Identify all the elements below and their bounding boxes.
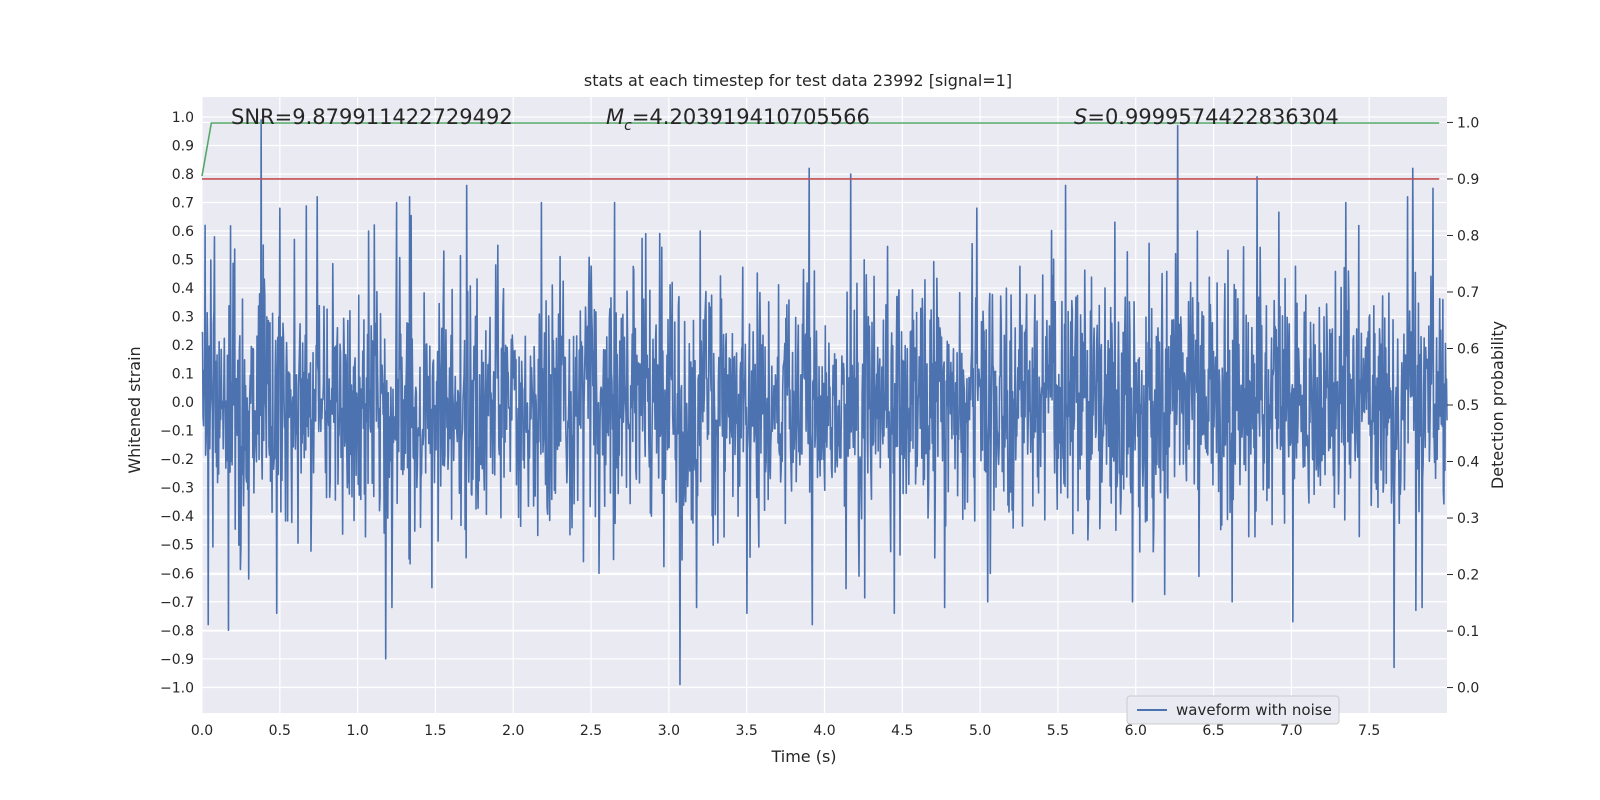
snr-annotation: SNR=9.879911422729492	[231, 105, 513, 129]
y-tick-label-left: 0.8	[172, 167, 194, 183]
detection-stat-symbol: S	[1074, 105, 1087, 129]
y-tick-label-left: 1.0	[172, 110, 194, 126]
y-tick-label-right: 0.0	[1457, 681, 1479, 697]
x-tick-label: 4.0	[813, 723, 835, 739]
y-tick-label-right: 0.2	[1457, 568, 1479, 584]
y-tick-label-left: 0.1	[172, 367, 194, 383]
y-tick-label-left: −0.3	[160, 481, 194, 497]
y-tick-label-left: −1.0	[160, 680, 194, 696]
y-tick-label-right: 1.0	[1457, 115, 1479, 131]
chirp-mass-symbol: M	[606, 105, 624, 129]
y-tick-label-left: −0.9	[160, 652, 194, 668]
chart-title: stats at each timestep for test data 239…	[584, 71, 1012, 90]
y-tick-label-right: 0.9	[1457, 172, 1479, 188]
detection-stat-annotation: S=0.9999574422836304	[1074, 105, 1339, 129]
y-axis-left-label: Whitened strain	[125, 346, 144, 473]
legend: waveform with noise	[1126, 695, 1340, 725]
chirp-mass-annotation: Mc=4.203919410705566	[606, 105, 870, 134]
legend-box	[1126, 695, 1340, 725]
x-axis-label: Time (s)	[770, 747, 836, 766]
y-tick-label-left: −0.6	[160, 566, 194, 582]
y-tick-label-left: −0.2	[160, 452, 194, 468]
x-tick-label: 1.5	[424, 723, 446, 739]
x-tick-label: 0.0	[191, 723, 213, 739]
x-tick-label: 3.5	[736, 723, 758, 739]
y-tick-label-left: 0.3	[172, 310, 194, 326]
x-tick-label: 5.5	[1047, 723, 1069, 739]
y-axis-right-label: Detection probability	[1488, 321, 1507, 489]
y-axis-right-ticks: 1.0 0.9 0.8 0.7 0.6 0.5 0.4 0.3 0.2 0.1 0.0	[1447, 115, 1479, 697]
legend-label: waveform with noise	[1176, 701, 1332, 719]
y-tick-label-left: 0.0	[172, 395, 194, 411]
waveform-series	[201, 119, 1448, 686]
waveform-line	[201, 119, 1448, 686]
x-tick-label: 6.0	[1125, 723, 1147, 739]
y-tick-label-left: 0.4	[172, 281, 194, 297]
x-tick-label: 4.5	[891, 723, 913, 739]
y-tick-label-left: 0.6	[172, 224, 194, 240]
probability-lines	[201, 122, 1440, 180]
y-tick-label-left: −0.1	[160, 424, 194, 440]
y-tick-label-right: 0.5	[1457, 398, 1479, 414]
y-tick-label-left: −0.4	[160, 509, 194, 525]
x-tick-label: 7.0	[1280, 723, 1302, 739]
x-tick-label: 7.5	[1358, 723, 1380, 739]
y-tick-label-left: 0.9	[172, 138, 194, 154]
y-axis-left-ticks: 1.0 0.9 0.8 0.7 0.6 0.5 0.4 0.3 0.2 0.1 0.0 −0.1 −0.…	[160, 110, 194, 696]
y-tick-label-left: −0.5	[160, 538, 194, 554]
chirp-mass-value: =4.203919410705566	[632, 105, 870, 129]
y-tick-label-right: 0.4	[1457, 455, 1479, 471]
y-tick-label-left: 0.2	[172, 338, 194, 354]
y-tick-label-right: 0.6	[1457, 341, 1479, 357]
x-tick-label: 2.0	[502, 723, 524, 739]
x-tick-label: 1.0	[346, 723, 368, 739]
x-tick-label: 2.5	[580, 723, 602, 739]
detection-stat-value: =0.9999574422836304	[1087, 105, 1338, 129]
chirp-mass-subscript: c	[624, 118, 632, 134]
x-tick-label: 5.0	[969, 723, 991, 739]
y-tick-label-right: 0.7	[1457, 285, 1479, 301]
x-tick-label: 0.5	[269, 723, 291, 739]
y-tick-label-left: 0.5	[172, 253, 194, 269]
y-tick-label-right: 0.3	[1457, 511, 1479, 527]
detection-probability-line	[201, 122, 1440, 177]
x-tick-label: 3.0	[658, 723, 680, 739]
y-tick-label-left: 0.7	[172, 196, 194, 212]
y-tick-label-right: 0.1	[1457, 624, 1479, 640]
y-tick-label-right: 0.8	[1457, 228, 1479, 244]
y-tick-label-left: −0.7	[160, 595, 194, 611]
x-axis-ticks: 0.0 0.5 1.0 1.5 2.0 2.5 3.0 3.5 4.0 4.5 5.0 5.5 6.0 6…	[191, 723, 1380, 739]
y-tick-label-left: −0.8	[160, 623, 194, 639]
x-tick-label: 6.5	[1202, 723, 1224, 739]
